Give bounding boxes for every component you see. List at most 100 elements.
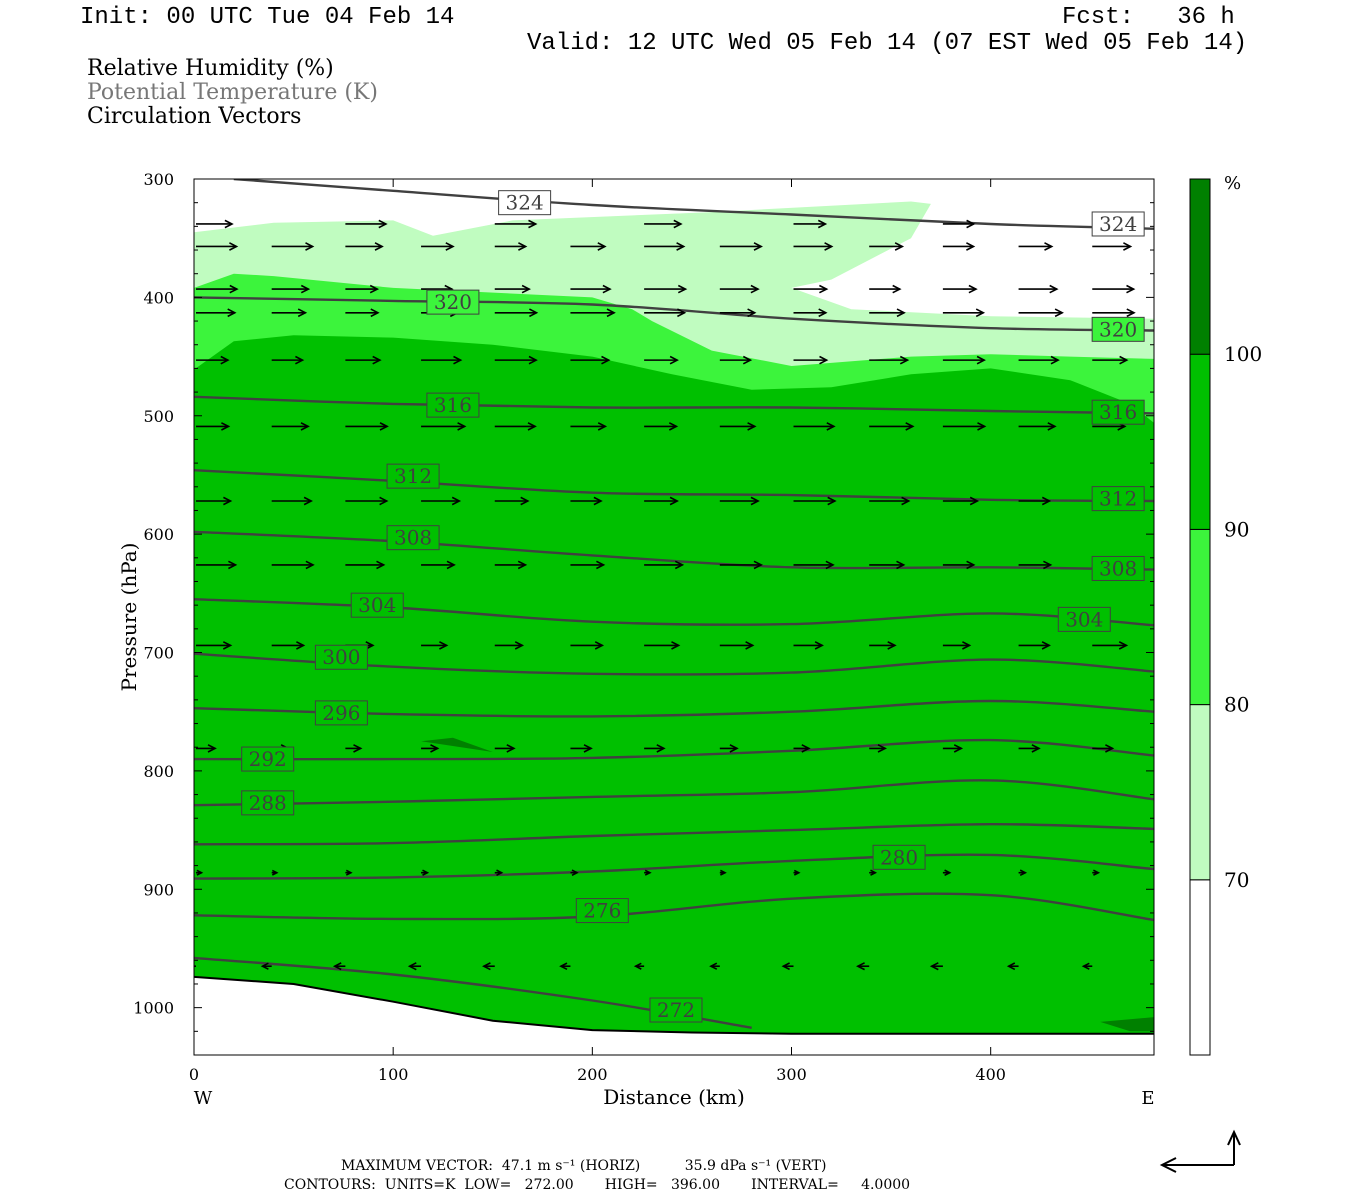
circulation-vector: [196, 308, 237, 318]
theta-label: 324: [1091, 211, 1145, 237]
theta-label: 280: [872, 844, 926, 870]
vector-head: [457, 422, 467, 431]
circulation-vector: [942, 219, 976, 229]
circulation-vector: [719, 744, 739, 753]
circulation-vector: [407, 962, 422, 971]
circulation-vector: [271, 641, 306, 650]
circulation-vector: [709, 962, 720, 970]
vector-head: [295, 355, 305, 365]
vector-head: [819, 355, 829, 365]
theta-label: 316: [426, 392, 480, 418]
circulation-vector: [644, 560, 685, 570]
vector-head: [296, 641, 306, 650]
vector-head: [379, 496, 389, 506]
circulation-vector: [929, 962, 943, 971]
vector-head: [976, 355, 986, 365]
colorbar-segment: [1189, 178, 1211, 355]
vector-head: [353, 744, 363, 753]
y-axis-title: Pressure (hPa): [117, 543, 141, 692]
circulation-vector: [196, 242, 239, 251]
theta-label-text: 316: [434, 393, 472, 417]
circulation-vector: [719, 496, 760, 506]
vector-head: [430, 744, 440, 753]
theta-contour-280: [194, 853, 1154, 880]
theta-label-box: [1057, 606, 1111, 632]
circulation-vector: [345, 355, 382, 365]
circulation-vector: [633, 962, 645, 970]
vector-layer: [188, 219, 1136, 971]
vector-head: [372, 355, 382, 365]
theta-label-text: 272: [657, 998, 695, 1022]
circulation-vector: [644, 308, 687, 318]
circulation-vector: [271, 308, 308, 318]
contour-info: CONTOURS: UNITS=K LOW= 272.00 HIGH= 396.…: [284, 1177, 911, 1193]
x-tick-label: 100: [378, 1065, 409, 1084]
vector-head: [824, 242, 834, 251]
plot-frame: [193, 178, 1155, 1056]
theta-label: 312: [386, 463, 440, 489]
vector-head: [975, 308, 986, 318]
circulation-vector: [494, 744, 516, 753]
vector-head: [300, 284, 311, 294]
circulation-vector: [332, 962, 346, 971]
y-tick-label: 500: [143, 407, 174, 426]
vector-head: [747, 422, 757, 431]
theta-label-text: 304: [358, 593, 396, 617]
theta-label-box: [386, 463, 440, 489]
circulation-vector: [570, 355, 611, 365]
circulation-vector: [869, 284, 902, 294]
vector-head: [305, 560, 315, 570]
circulation-vector: [271, 422, 310, 431]
circulation-vector: [793, 355, 829, 365]
theta-label: 304: [350, 592, 404, 618]
theta-label-box: [1091, 555, 1145, 581]
theta-label-text: 288: [249, 791, 287, 815]
circulation-vector: [570, 560, 606, 570]
vector-head: [870, 869, 878, 876]
vector-head: [901, 496, 911, 506]
circulation-vector: [421, 355, 463, 365]
circulation-vector: [494, 560, 528, 570]
circulation-vector: [345, 242, 384, 251]
vector-head: [571, 869, 579, 877]
vector-head: [439, 641, 449, 650]
circulation-vector: [494, 355, 538, 365]
vector-head: [677, 308, 687, 318]
theta-label-box: [386, 525, 440, 551]
vector-head: [709, 962, 718, 970]
circulation-vector: [494, 308, 539, 318]
theta-label-text: 324: [1099, 212, 1137, 236]
vector-head: [944, 869, 952, 877]
circulation-vector: [869, 422, 915, 431]
vector-head: [1044, 242, 1054, 251]
vector-head: [407, 962, 417, 971]
circulation-vector: [719, 869, 727, 876]
circulation-vector: [793, 308, 828, 318]
y-tick-label: 300: [143, 170, 174, 189]
vector-head: [793, 869, 801, 876]
vector-head: [453, 355, 463, 365]
vector-head: [583, 744, 593, 753]
circulation-vector: [271, 284, 311, 294]
circulation-vector: [345, 422, 389, 431]
circulation-vector: [494, 422, 537, 431]
vector-head: [229, 242, 239, 251]
circulation-vector: [793, 641, 824, 650]
vector-head: [496, 869, 504, 877]
colorbar: 70 80 90 100%: [1189, 173, 1262, 1056]
vector-head: [677, 284, 688, 294]
rh-band-90-100: [194, 335, 1154, 1055]
theta-label-box: [241, 790, 295, 816]
theta-label-box: [575, 898, 629, 924]
circulation-vector: [345, 308, 380, 318]
vector-head: [750, 496, 760, 506]
x-tick-label: 200: [577, 1065, 608, 1084]
vector-head: [196, 869, 204, 876]
circulation-vector: [421, 496, 462, 506]
vector-head: [188, 963, 194, 969]
circulation-vector: [942, 869, 952, 877]
theta-label-text: 312: [394, 464, 432, 488]
circulation-vector: [793, 242, 834, 251]
circulation-vector: [1092, 641, 1129, 650]
circulation-vector: [1018, 560, 1053, 570]
